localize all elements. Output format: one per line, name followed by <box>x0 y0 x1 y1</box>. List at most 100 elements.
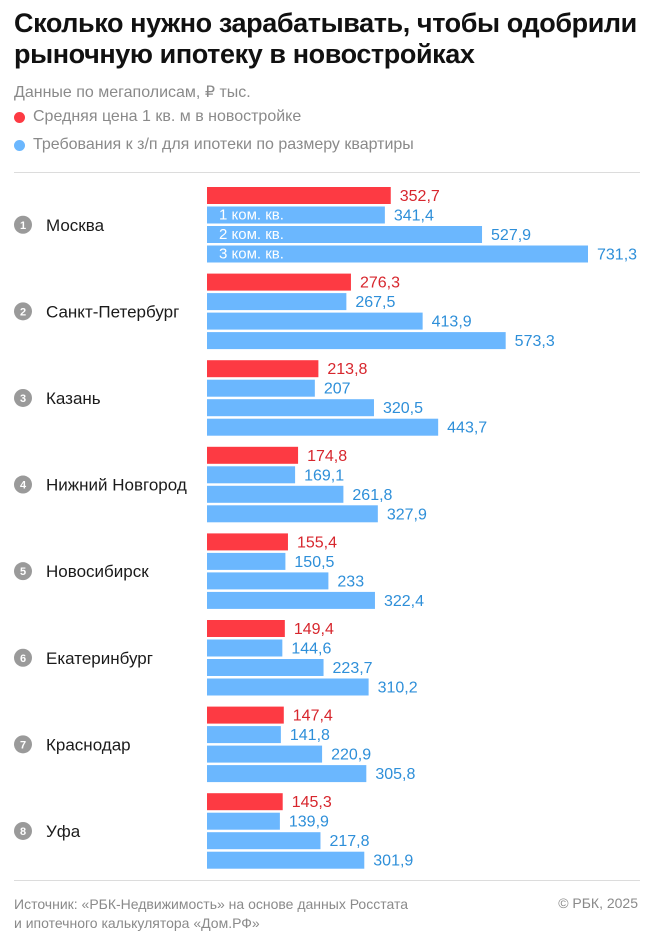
rank-number: 4 <box>20 480 27 492</box>
legend-item-price: Средняя цена 1 кв. м в новостройке <box>14 108 301 126</box>
rank-circle-8 <box>14 821 32 840</box>
bar-inner-label: 3 ком. кв. <box>219 246 284 263</box>
value-label-salary: 327,9 <box>387 506 427 523</box>
value-label-salary: 310,2 <box>378 680 418 697</box>
bar-salary-2room <box>207 659 324 676</box>
city-label: Нижний Новгород <box>46 476 187 495</box>
source-line-2: и ипотечного калькулятора «Дом.РФ» <box>14 915 260 931</box>
value-label-salary: 527,9 <box>491 227 531 244</box>
bar-salary-2room <box>207 312 423 330</box>
bar-salary-2room <box>207 745 323 763</box>
copyright: © РБК, 2025 <box>558 895 638 911</box>
bar-salary-3room <box>207 591 375 609</box>
bar-salary-1room <box>207 293 347 311</box>
legend-label-price: Средняя цена 1 кв. м в новостройке <box>33 108 302 125</box>
value-label-salary: 305,8 <box>375 766 415 783</box>
bar-salary-2room <box>207 485 344 503</box>
source-line-1: Источник: «РБК-Недвижимость» на основе д… <box>14 896 408 912</box>
value-label-price: 213,8 <box>327 361 367 378</box>
rank-circle-1 <box>14 215 32 234</box>
bar-salary-1room <box>207 206 385 224</box>
rank-circle-3 <box>14 388 32 407</box>
legend-label-salary: Требования к з/п для ипотеки по размеру … <box>33 136 414 153</box>
bar-salary-3room <box>207 678 369 696</box>
bar-price <box>207 533 288 551</box>
bar-salary-1room <box>207 726 281 744</box>
bar-salary-2room <box>207 399 374 417</box>
chart-subtitle: Данные по мегаполисам, ₽ тыс. <box>14 84 251 101</box>
value-label-salary: 217,8 <box>329 833 369 850</box>
value-label-salary: 144,6 <box>291 641 331 658</box>
source-note: Источник: «РБК-Недвижимость» на основе д… <box>14 895 408 933</box>
rank-circle-5 <box>14 562 32 581</box>
city-label: Санкт-Петербург <box>46 302 179 321</box>
top-divider <box>14 172 640 173</box>
bar-salary-1room <box>207 812 280 830</box>
bar-salary-2room <box>207 226 483 243</box>
value-label-price: 145,3 <box>292 794 332 811</box>
city-label: Москва <box>46 216 105 235</box>
bottom-divider <box>14 880 640 881</box>
bar-price <box>207 793 283 811</box>
value-label-price: 174,8 <box>307 448 347 465</box>
value-label-price: 155,4 <box>297 534 337 551</box>
bar-price <box>207 620 285 637</box>
bar-salary-1room <box>207 379 315 397</box>
city-label: Краснодар <box>46 735 131 754</box>
value-label-price: 276,3 <box>360 275 400 292</box>
value-label-salary: 139,9 <box>289 814 329 831</box>
rank-number: 5 <box>20 566 26 578</box>
rank-circle-7 <box>14 735 32 754</box>
value-label-price: 149,4 <box>294 621 334 638</box>
value-label-price: 147,4 <box>293 708 333 725</box>
bar-salary-1room <box>207 552 286 570</box>
city-label: Уфа <box>46 822 81 841</box>
value-label-salary: 320,5 <box>383 400 423 417</box>
rank-number: 6 <box>20 653 26 665</box>
bar-price <box>207 273 351 291</box>
rank-number: 2 <box>20 306 26 318</box>
rank-number: 8 <box>20 826 26 838</box>
legend-item-salary: Требования к з/п для ипотеки по размеру … <box>14 136 414 154</box>
value-label-salary: 413,9 <box>432 314 472 331</box>
bar-price <box>207 187 391 204</box>
bar-salary-3room <box>207 505 378 523</box>
value-label-salary: 731,3 <box>597 247 637 264</box>
value-label-salary: 443,7 <box>447 420 487 437</box>
value-label-salary: 141,8 <box>290 727 330 744</box>
rank-circle-4 <box>14 475 32 494</box>
bar-salary-3room <box>207 418 439 436</box>
bar-salary-3room <box>207 765 367 783</box>
value-label-salary: 233 <box>337 573 364 590</box>
bar-price <box>207 446 299 464</box>
bar-price <box>207 360 319 378</box>
bar-price <box>207 706 284 724</box>
value-label-salary: 223,7 <box>333 660 373 677</box>
value-label-salary: 169,1 <box>304 467 344 484</box>
value-label-salary: 267,5 <box>355 294 395 311</box>
bar-inner-label: 2 ком. кв. <box>219 226 284 243</box>
value-label-salary: 341,4 <box>394 208 434 225</box>
rank-circle-6 <box>14 648 32 667</box>
bar-salary-1room <box>207 639 283 657</box>
chart-title: Сколько нужно зарабатывать, чтобы одобри… <box>14 8 637 69</box>
rank-number: 3 <box>20 393 26 405</box>
rank-number: 7 <box>20 739 26 751</box>
bar-inner-label: 1 ком. кв. <box>219 207 284 224</box>
city-label: Екатеринбург <box>46 649 153 668</box>
bar-salary-3room <box>207 245 588 263</box>
bar-salary-3room <box>207 332 506 350</box>
value-label-salary: 322,4 <box>384 593 424 610</box>
value-label-salary: 261,8 <box>352 487 392 504</box>
city-label: Новосибирск <box>46 562 149 581</box>
value-label-salary: 301,9 <box>373 853 413 870</box>
value-label-salary: 220,9 <box>331 747 371 764</box>
bar-salary-3room <box>207 851 365 869</box>
city-label: Казань <box>46 389 101 408</box>
value-label-salary: 150,5 <box>294 554 334 571</box>
rank-number: 1 <box>20 220 26 232</box>
legend-dot-red-icon <box>14 111 25 123</box>
bar-salary-2room <box>207 832 321 850</box>
value-label-price: 352,7 <box>400 188 440 205</box>
